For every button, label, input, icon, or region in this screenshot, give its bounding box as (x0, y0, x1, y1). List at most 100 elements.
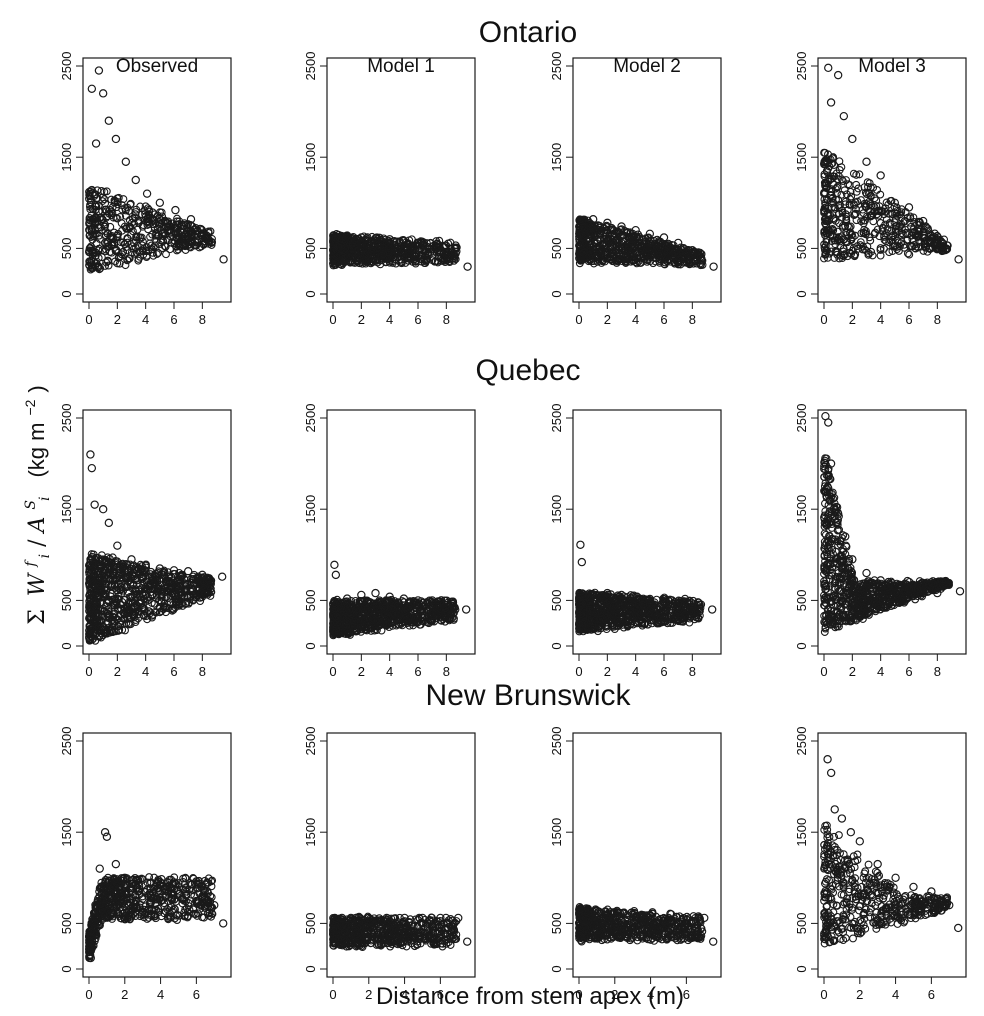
scatter-point (91, 251, 100, 260)
scatter-point (124, 254, 133, 263)
data-point (876, 171, 885, 180)
data-point (87, 463, 97, 473)
data-points (87, 66, 228, 264)
scatter-point (143, 218, 152, 227)
region-title-new-brunswick: New Brunswick (425, 679, 631, 712)
scatter-point (119, 195, 128, 204)
x-tick-label: 2 (358, 312, 365, 327)
x-tick-label: 0 (820, 312, 827, 327)
y-tick-label: 1500 (794, 143, 809, 172)
x-tick-label: 2 (358, 664, 365, 679)
x-tick-label: 4 (386, 664, 393, 679)
x-tick-label: 6 (660, 312, 667, 327)
x-tick-label: 0 (329, 312, 336, 327)
panel-title-model-1: Model 1 (367, 56, 435, 77)
y-tick-label: 2500 (303, 404, 318, 433)
data-point (86, 450, 95, 459)
scatter-point (131, 208, 140, 216)
scatter-point (116, 212, 125, 221)
scatter-point (135, 233, 144, 242)
scatter-point (85, 244, 94, 253)
point-cloud (575, 215, 707, 270)
scatter-point (136, 202, 145, 211)
x-tick-label: 2 (604, 664, 611, 679)
scatter-point (114, 229, 123, 238)
panel-title-observed: Observed (116, 56, 198, 77)
data-point (839, 111, 849, 121)
data-point (171, 205, 180, 215)
scatter-point (92, 239, 101, 248)
data-point (113, 541, 122, 550)
scatter-point (95, 265, 104, 274)
scatter-point (106, 222, 115, 231)
y-tick-label: 1500 (303, 495, 318, 524)
scatter-point (115, 259, 124, 268)
y-tick-label: 0 (59, 290, 74, 297)
y-tick-label: 2500 (794, 52, 809, 81)
y-tick-label: 500 (59, 590, 74, 612)
y-tick-label: 0 (303, 642, 318, 649)
scatter-point (163, 235, 171, 244)
scatter-point (148, 208, 157, 217)
y-tick-label: 500 (549, 590, 564, 612)
scatter-point (93, 194, 102, 202)
data-point (94, 66, 104, 75)
scatter-point (101, 199, 110, 208)
scatter-point (189, 226, 198, 234)
data-point (155, 198, 165, 207)
plot-frame (326, 57, 476, 303)
y-tick-label: 500 (303, 590, 318, 612)
scatter-point (132, 233, 141, 242)
scatter-point (102, 239, 111, 248)
scatter-point (142, 253, 151, 261)
scatter-point (126, 200, 135, 209)
data-point (709, 262, 718, 271)
panel-title-model-3: Model 3 (858, 56, 926, 77)
data-point (186, 215, 196, 224)
scatter-point (101, 231, 110, 240)
scatter-point (207, 237, 216, 246)
scatter-point (152, 237, 161, 246)
data-point (87, 84, 97, 94)
scatter-point (134, 256, 143, 265)
scatter-point (161, 218, 169, 227)
y-tick-label: 2500 (549, 404, 564, 433)
data-point (202, 231, 211, 240)
x-tick-label: 2 (849, 312, 856, 327)
y-tick-label: 2500 (59, 52, 74, 81)
scatter-point (187, 230, 196, 239)
region-titles: Ontario Quebec New Brunswick (425, 16, 631, 712)
scatter-point (173, 214, 181, 223)
x-tick-label: 0 (85, 664, 92, 679)
data-point (90, 500, 99, 509)
point-cloud (85, 185, 217, 274)
region-title-quebec: Quebec (475, 354, 580, 387)
y-tick-label: 1500 (549, 143, 564, 172)
scatter-point (162, 250, 170, 259)
point-cloud (85, 550, 216, 645)
x-tick-label: 6 (414, 312, 421, 327)
y-tick-label: 2500 (59, 404, 74, 433)
x-tick-label: 2 (604, 312, 611, 327)
scatter-point (174, 245, 183, 254)
scatter-point (113, 200, 122, 209)
scatter-point (129, 214, 137, 223)
panel-title-model-2: Model 2 (613, 56, 681, 77)
data-point (862, 157, 871, 166)
point-cloud (820, 148, 952, 263)
scatter-point (187, 236, 196, 245)
scatter-point (135, 247, 144, 256)
scatter-point (90, 215, 99, 224)
y-tick-label: 0 (794, 290, 809, 297)
scatter-point (122, 224, 131, 233)
scatter-point (142, 243, 151, 252)
x-tick-label: 8 (443, 664, 450, 679)
scatter-point (113, 259, 122, 268)
scatter-point (150, 210, 159, 219)
x-tick-label: 4 (142, 664, 149, 679)
point-cloud (329, 595, 460, 640)
scatter-point (92, 202, 101, 211)
